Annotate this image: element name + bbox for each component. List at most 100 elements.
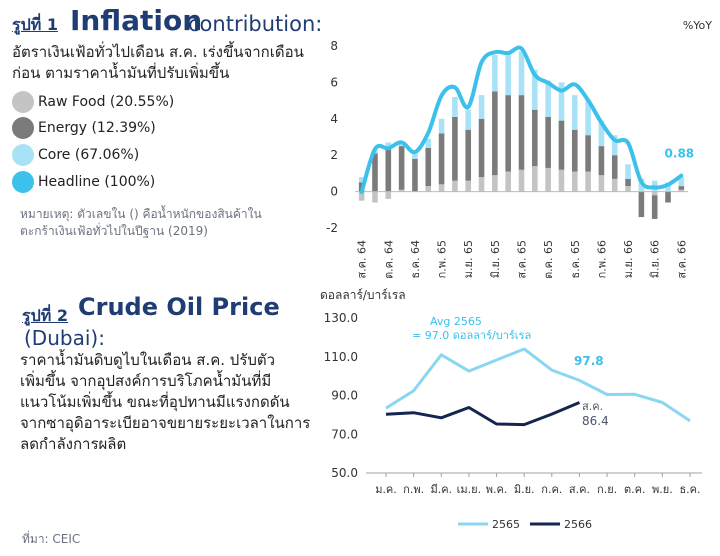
x-tick-label: ต.ค. 64 — [382, 240, 395, 278]
bar-raw-food — [651, 191, 658, 196]
month-label: ส.ค. — [582, 400, 603, 413]
x-tick-label: ธ.ค. 64 — [409, 240, 422, 278]
fig2-desc-line5: ลดกำลังการผลิต — [20, 435, 127, 453]
x-tick-label: ม.ค. — [375, 483, 397, 496]
y-tick-label: 8 — [330, 39, 338, 53]
y-tick-label: 110.0 — [324, 350, 358, 364]
bar-raw-food — [372, 191, 378, 203]
fig2-desc-line4: จากซาอุดิอาระเบียอาจขยายระยะเวลาในการ — [20, 414, 311, 432]
fig2-title: Crude Oil Price — [78, 293, 280, 321]
inflation-contribution-chart: %YoY 8 6 4 2 0 -2 0.88 ส.ค. 64 ต.ค. 64 ธ.ค. 64 ก.พ.… — [326, 19, 712, 278]
bar-energy — [372, 153, 378, 192]
x-tick-label: ก.ค. — [541, 483, 562, 496]
bar-raw-food — [505, 171, 511, 192]
avg-annotation: Avg 2565 — [430, 315, 482, 328]
x-tick-label: มิ.ย. 65 — [489, 240, 502, 278]
bar-raw-food — [598, 175, 605, 192]
bar-energy — [385, 147, 392, 192]
x-tick-label: ต.ค. — [624, 483, 646, 496]
fig2-subtitle: (Dubai): — [24, 326, 105, 350]
bar-raw-food — [425, 186, 432, 192]
bar-core — [412, 151, 418, 159]
y-tick-label: 6 — [330, 75, 338, 89]
bar-core — [585, 100, 591, 136]
headline-value-label: 0.88 — [665, 147, 695, 161]
fig1-note-line1: หมายเหตุ: ตัวเลขใน () คือน้ำหนักของสินค้… — [20, 207, 262, 221]
core-swatch-icon — [12, 144, 34, 166]
x-tick-label: ต.ค. 65 — [542, 240, 555, 278]
line-series-2565 — [385, 347, 691, 423]
x-tick-label: มิ.ย. 66 — [649, 240, 662, 278]
fig2-desc-line1: ราคาน้ำมันดิบดูไบในเดือน ส.ค. ปรับตัว — [20, 351, 276, 369]
legend-label-2565: 2565 — [492, 518, 520, 531]
legend-item-headline: Headline (100%) — [12, 170, 155, 194]
bar-core — [465, 109, 472, 130]
avg-annotation: = 97.0 ดอลลาร์/บาร์เรล — [412, 329, 531, 342]
value-label-2565: 97.8 — [574, 354, 604, 368]
bar-core — [492, 55, 498, 92]
y-tick-label: 2 — [330, 148, 338, 162]
bar-core — [532, 69, 538, 110]
y-axis-label: ดอลลาร์/บาร์เรล — [320, 288, 406, 302]
x-tick-label: ธ.ค. — [679, 483, 700, 496]
bar-energy — [638, 191, 645, 218]
bar-core — [611, 135, 618, 156]
bar-energy — [558, 120, 565, 170]
bar-core — [438, 118, 445, 134]
y-tick-label: 50.0 — [331, 466, 358, 480]
bar-energy — [398, 146, 405, 190]
bar-raw-food — [398, 189, 405, 192]
bar-energy — [678, 186, 685, 190]
legend-label: Headline (100%) — [38, 174, 156, 190]
bar-core — [558, 82, 565, 121]
value-label-2566: 86.4 — [582, 414, 609, 428]
fig2-number: รูปที่ 2 — [22, 306, 68, 325]
bar-energy — [532, 109, 538, 167]
headline-swatch-icon — [12, 171, 34, 193]
raw-food-swatch-icon — [12, 91, 34, 113]
legend-label-2566: 2566 — [564, 518, 592, 531]
bar-energy — [505, 95, 511, 172]
source-note: ที่มา: CEIC — [22, 532, 81, 546]
x-tick-label: ก.พ. — [403, 483, 424, 496]
bar-raw-food — [558, 169, 565, 192]
x-tick-label: เม.ย. — [457, 483, 481, 496]
bar-energy — [611, 155, 618, 179]
bar-raw-food — [385, 191, 392, 199]
bar-energy — [518, 95, 525, 170]
x-tick-label: ก.พ. 66 — [595, 240, 608, 278]
y-tick-label: 130.0 — [324, 311, 358, 325]
bar-energy — [492, 91, 498, 176]
legend-label: Energy (12.39%) — [38, 120, 156, 136]
bar-core — [385, 142, 392, 148]
y-axis-label: %YoY — [683, 19, 712, 32]
x-tick-label: ส.ค. 65 — [516, 240, 529, 278]
x-tick-label: เม.ย. 66 — [622, 240, 635, 278]
bar-raw-food — [478, 177, 485, 192]
bar-core — [518, 51, 525, 96]
legend-item-energy: Energy (12.39%) — [12, 116, 156, 140]
bar-raw-food — [492, 175, 498, 192]
fig2-desc-line3: แนวโน้มเพิ่มขึ้น ขณะที่อุปทานมีแรงกดดัน — [20, 393, 290, 411]
dubai-crude-price-chart: ดอลลาร์/บาร์เรล 130.0 110.0 90.0 70.0 50.0 ม.ค… — [320, 288, 702, 531]
bar-energy — [598, 146, 605, 176]
bar-core — [545, 80, 551, 117]
x-tick-label: พ.ค. — [486, 483, 508, 496]
bar-core — [452, 96, 458, 117]
bar-core — [678, 177, 685, 187]
bar-raw-food — [518, 169, 525, 192]
x-tick-label: ส.ค. 66 — [675, 240, 688, 278]
bar-energy — [452, 116, 458, 181]
y-tick-label: -2 — [326, 221, 338, 235]
fig1-title-light: contribution: — [188, 12, 323, 36]
bar-energy — [651, 195, 658, 219]
x-tick-label: ส.ค. 64 — [356, 240, 369, 278]
fig2-desc-line2: เพิ่มขึ้น จากอุปสงค์การบริโภคน้ำมันที่มี — [20, 372, 272, 390]
bar-energy — [438, 133, 445, 185]
bar-raw-food — [545, 167, 551, 192]
fig1-title-bold: Inflation — [70, 4, 203, 37]
bar-core — [571, 95, 578, 130]
bar-energy — [625, 178, 631, 187]
bar-raw-food — [611, 178, 618, 192]
bar-raw-food — [438, 184, 445, 192]
